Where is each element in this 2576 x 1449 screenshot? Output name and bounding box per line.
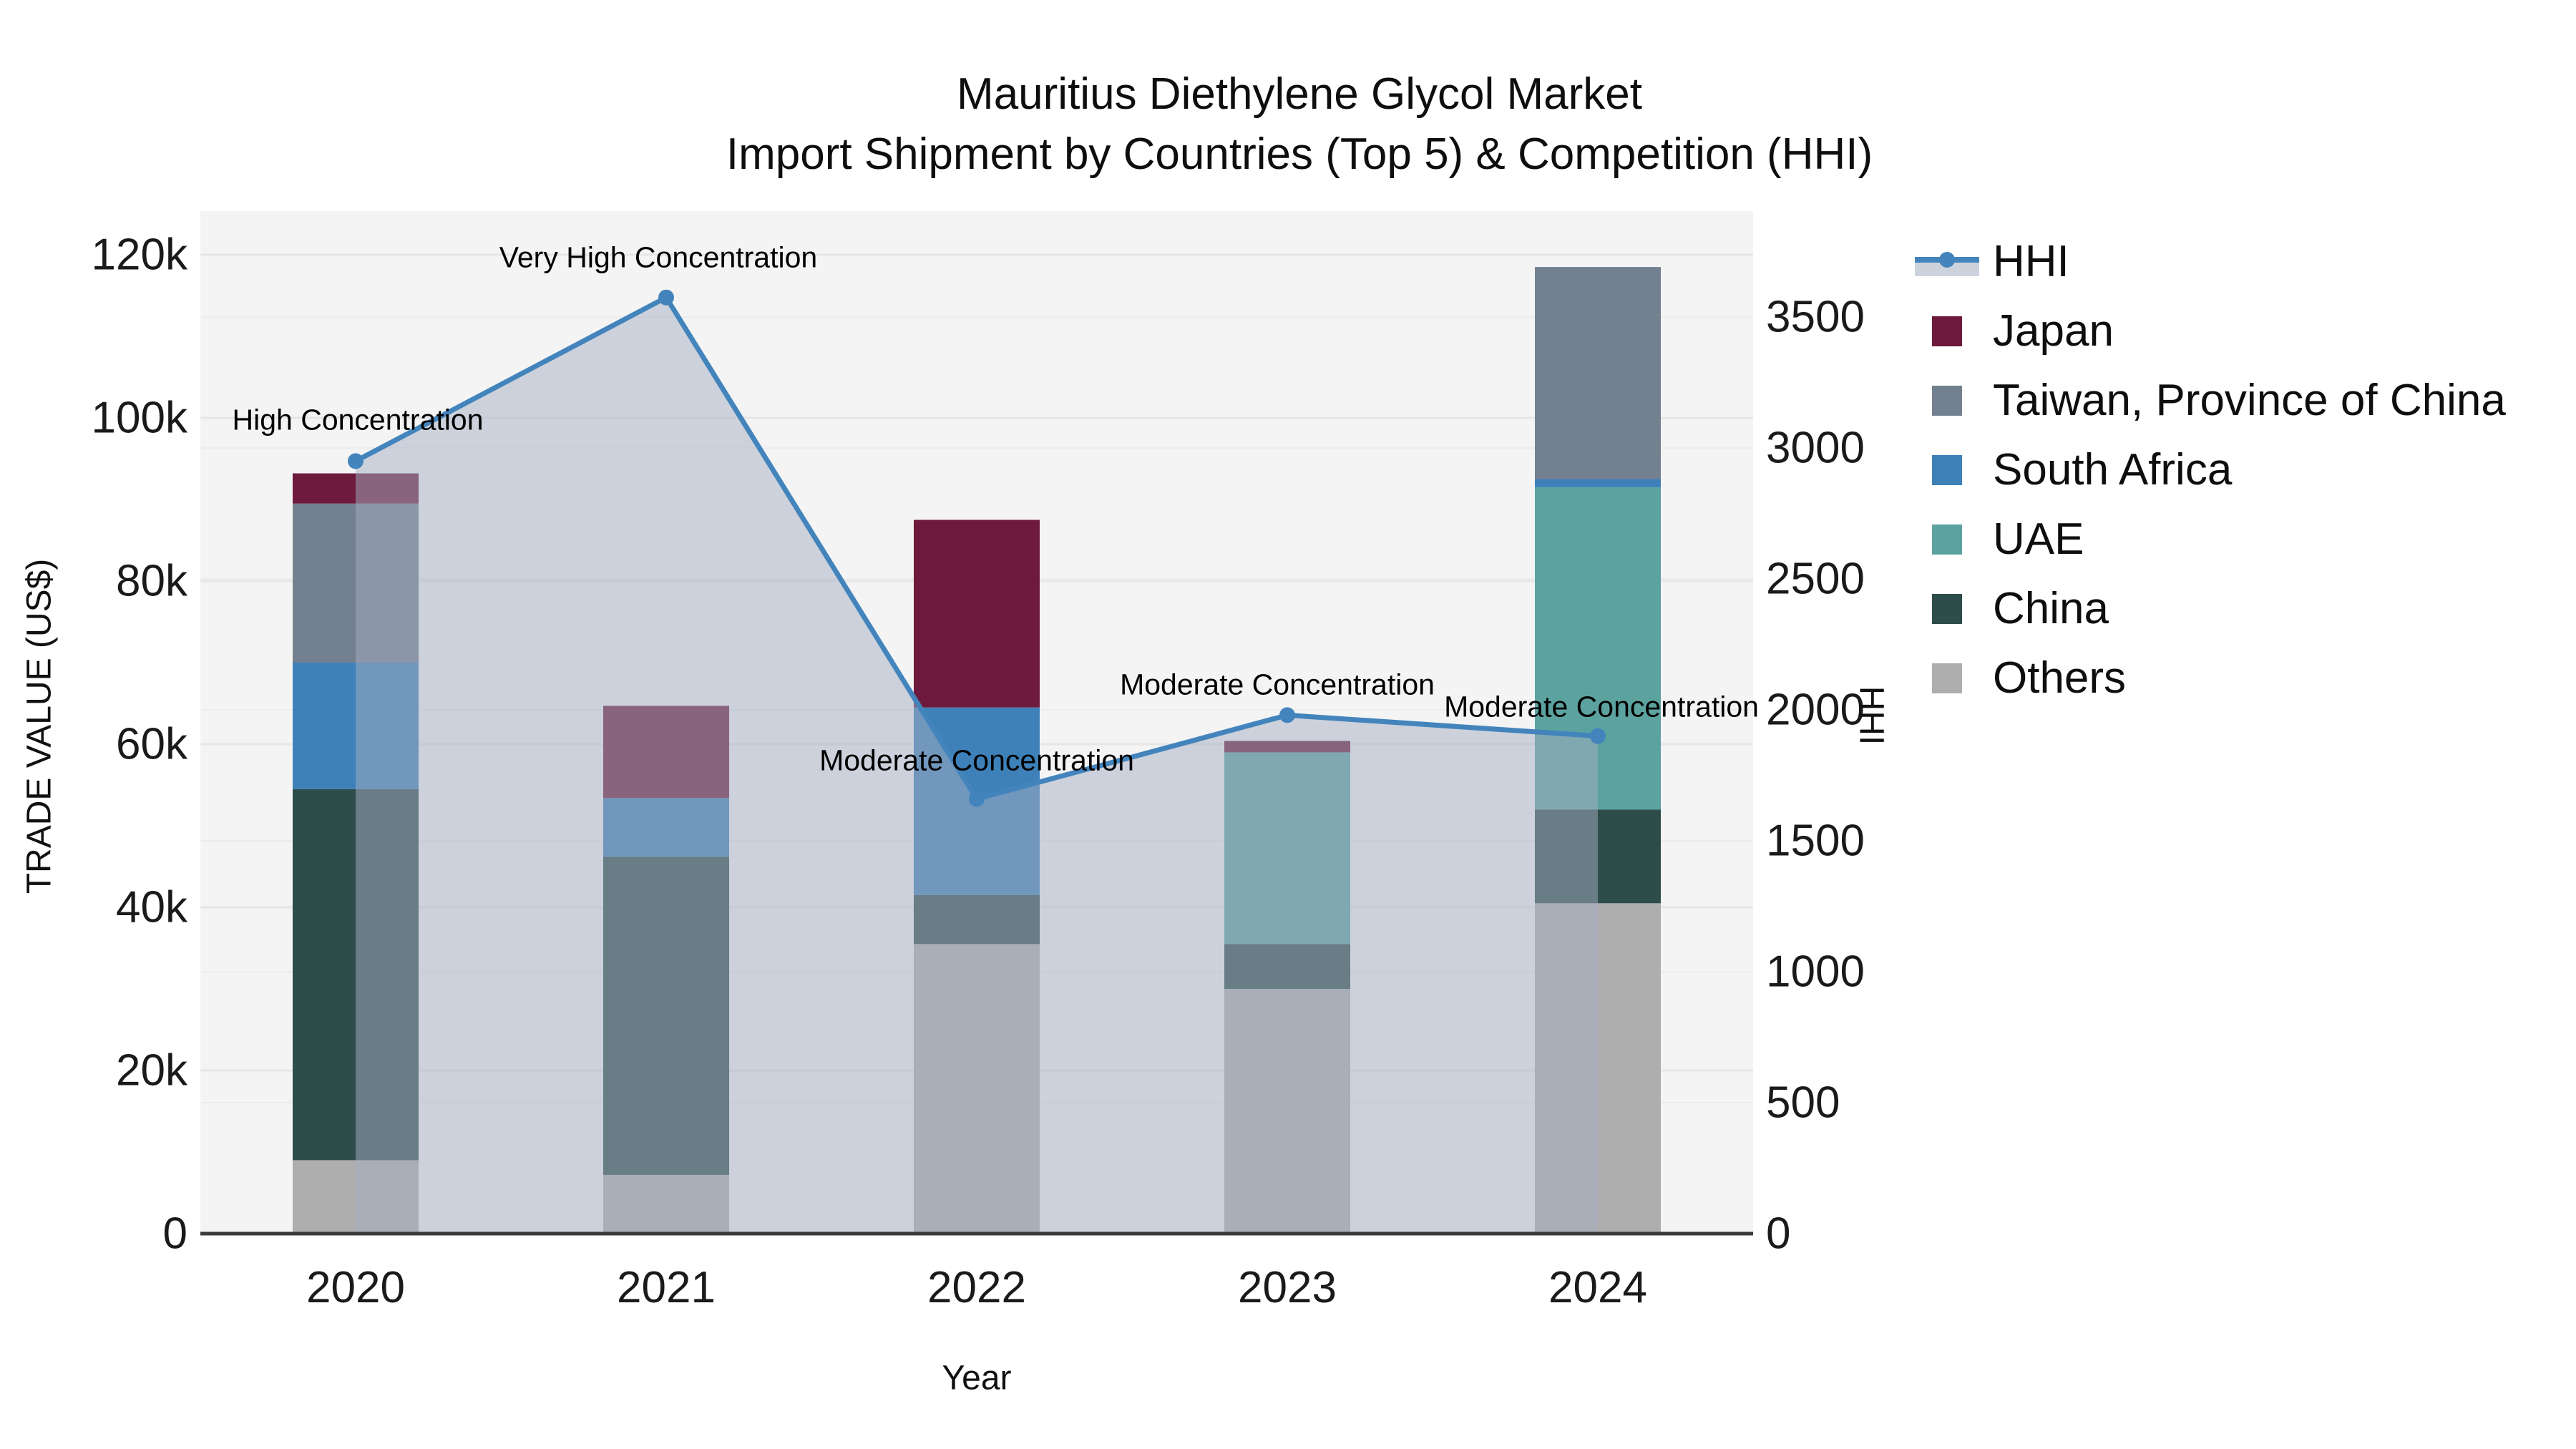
legend-item-china[interactable]: China	[1915, 574, 2559, 643]
x-tick-2020: 2020	[306, 1263, 405, 1312]
legend-item-uae[interactable]: UAE	[1915, 504, 2559, 574]
y-left-tick-20k: 20k	[116, 1045, 187, 1096]
y-right-tick-2000: 2000	[1766, 685, 1865, 735]
legend-item-south-africa[interactable]: South Africa	[1915, 435, 2559, 504]
y-axis-right-title: HHI	[1852, 686, 1890, 746]
y-left-tick-120k: 120k	[91, 230, 187, 280]
hhi-marker-2022[interactable]	[969, 791, 985, 807]
y-right-tick-3500: 3500	[1766, 292, 1865, 342]
legend-item-hhi[interactable]: HHI	[1915, 227, 2559, 296]
legend-label: UAE	[1993, 514, 2084, 564]
legend-swatch-icon	[1932, 524, 1962, 555]
bar-segment-2022-japan[interactable]	[914, 519, 1040, 708]
bar-segment-2024-taiwan-province-of-china[interactable]	[1535, 267, 1661, 479]
y-left-tick-80k: 80k	[116, 556, 187, 606]
y-axis-left-title: TRADE VALUE (US$)	[20, 558, 59, 894]
y-left-tick-60k: 60k	[116, 719, 187, 769]
y-left-tick-40k: 40k	[116, 882, 187, 932]
chart-title-line2: Import Shipment by Countries (Top 5) & C…	[726, 130, 1873, 179]
legend-swatch-icon	[1932, 663, 1962, 693]
legend-swatch-icon	[1932, 593, 1962, 624]
legend-label: Japan	[1993, 306, 2114, 356]
chart-title-line1: Mauritius Diethylene Glycol Market	[957, 69, 1642, 119]
hhi-marker-2023[interactable]	[1279, 707, 1295, 723]
legend-label: Others	[1993, 653, 2127, 703]
annotation-2020: High Concentration	[232, 403, 484, 436]
annotation-2023: Moderate Concentration	[1120, 668, 1435, 701]
legend-swatch-icon	[1932, 316, 1962, 346]
hhi-area-fill	[356, 297, 1598, 1234]
hhi-marker-2021[interactable]	[658, 289, 674, 306]
annotation-2024: Moderate Concentration	[1444, 690, 1759, 723]
legend-label: China	[1993, 584, 2109, 633]
y-right-tick-1500: 1500	[1766, 816, 1865, 866]
legend-item-taiwan-province-of-china[interactable]: Taiwan, Province of China	[1915, 366, 2559, 435]
legend-item-others[interactable]: Others	[1915, 643, 2559, 713]
y-left-tick-0: 0	[162, 1209, 187, 1259]
annotation-2022: Moderate Concentration	[819, 743, 1134, 776]
legend-label: HHI	[1993, 237, 2069, 286]
chart-title: Mauritius Diethylene Glycol Market Impor…	[726, 64, 1873, 185]
y-right-tick-500: 500	[1766, 1078, 1840, 1128]
x-tick-2021: 2021	[617, 1263, 716, 1312]
hhi-marker-2020[interactable]	[348, 453, 364, 469]
bar-segment-2024-south-africa[interactable]	[1535, 479, 1661, 487]
annotation-2021: Very High Concentration	[499, 240, 818, 274]
legend-hhi-line-icon	[1915, 246, 1979, 278]
y-right-tick-2500: 2500	[1766, 554, 1865, 604]
legend-swatch-icon	[1932, 454, 1962, 485]
x-tick-2024: 2024	[1548, 1263, 1647, 1312]
x-axis-title: Year	[942, 1359, 1012, 1397]
legend-label: South Africa	[1993, 445, 2233, 494]
legend-item-japan[interactable]: Japan	[1915, 296, 2559, 366]
x-tick-2023: 2023	[1238, 1263, 1337, 1312]
hhi-marker-2024[interactable]	[1590, 728, 1606, 744]
x-tick-2022: 2022	[927, 1263, 1026, 1312]
legend-swatch-icon	[1932, 385, 1962, 416]
y-right-tick-3000: 3000	[1766, 423, 1865, 473]
legend-label: Taiwan, Province of China	[1993, 376, 2506, 425]
y-right-tick-0: 0	[1766, 1209, 1791, 1259]
y-right-tick-1000: 1000	[1766, 947, 1865, 997]
y-left-tick-100k: 100k	[91, 393, 187, 443]
